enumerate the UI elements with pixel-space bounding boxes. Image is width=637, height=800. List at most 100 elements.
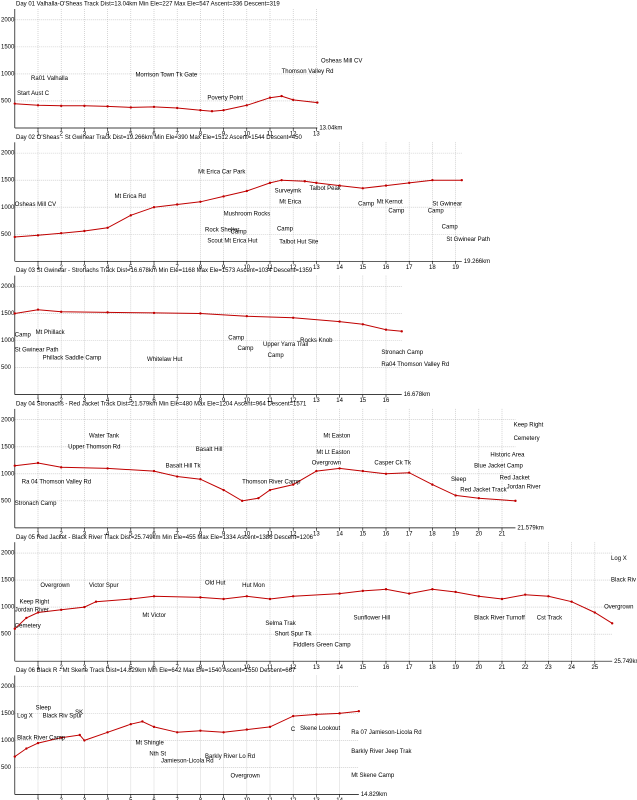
y-tick-label: 500 (1, 765, 12, 771)
waypoint-label: Camp (388, 209, 405, 215)
x-tick-label: 22 (522, 665, 529, 671)
x-tick-label: 10 (243, 665, 250, 671)
x-tick-label: 1 (36, 398, 40, 404)
waypoint-label: Selma Trak (265, 621, 296, 627)
y-tick-label: 1000 (1, 71, 15, 77)
x-tick-label: 10 (243, 398, 250, 404)
waypoint-label: Ra04 Thomson Valley Rd (381, 362, 449, 368)
x-tick-label: 11 (267, 798, 274, 800)
x-tick-label: 2 (60, 265, 64, 271)
y-tick-label: 1500 (1, 178, 15, 184)
elevation-point (199, 200, 202, 203)
elevation-point (13, 627, 16, 630)
x-tick-label: 6 (152, 665, 156, 671)
elevation-point (176, 203, 179, 206)
elevation-point (222, 108, 225, 112)
waypoint-label: Overgrown (604, 605, 633, 611)
elevation-point (477, 496, 480, 500)
x-tick-label: 8 (199, 531, 203, 537)
waypoint-label: Mt Victor (142, 613, 166, 619)
elevation-point (83, 104, 86, 108)
y-tick-label: 2000 (1, 417, 15, 423)
x-tick-label: 11 (267, 665, 274, 671)
waypoint-label: Thomson Valley Rd (282, 69, 334, 75)
waypoint-label: Casper Ck Tk (374, 461, 412, 467)
x-tick-label: 4 (106, 798, 110, 800)
elevation-point (268, 488, 272, 492)
waypoint-label: Talbot Hut Site (279, 239, 319, 245)
waypoint-label: Black River Turnoff (474, 616, 525, 622)
elevation-point (431, 483, 434, 486)
waypoint-label: Camp (358, 202, 375, 208)
waypoint-label: St Gwinear Path (446, 237, 490, 243)
x-tick-label: 5 (129, 398, 133, 404)
elevation-point (245, 104, 248, 107)
chart-title: Day 04 Stronachs - Red Jacket Track Dist… (16, 401, 307, 407)
y-tick-label: 500 (1, 365, 12, 371)
x-tick-label: 4 (106, 531, 110, 537)
elevation-point (454, 590, 457, 594)
waypoint-label: C (291, 727, 296, 733)
elevation-point (13, 102, 16, 105)
waypoint-label: Ra 07 Jamieson-Licola Rd (351, 730, 421, 736)
x-tick-label: 5 (129, 531, 133, 537)
waypoint-label: Mt Phillack (36, 330, 66, 336)
x-tick-label: 23 (545, 665, 552, 671)
elevation-point (199, 108, 202, 112)
x-tick-label: 3 (83, 531, 87, 537)
chart-title: Day 01 Valhalla-O'Sheas Track Dist=13.04… (16, 2, 280, 8)
x-tick-label: 14 (336, 398, 343, 404)
elevation-point (316, 101, 319, 104)
chart-title: Day 05 Red Jacket - Black River Track Di… (16, 535, 314, 541)
elevation-point (338, 320, 341, 323)
x-tick-label: 6 (152, 531, 156, 537)
waypoint-label: Camp (238, 346, 255, 352)
x-tick-label: 14 (336, 798, 343, 800)
waypoint-label: Old Hut (205, 580, 226, 586)
waypoint-label: Mt Erica Rd (115, 194, 146, 200)
elevation-point (524, 593, 527, 596)
waypoint-label: Mt Lt Easton (316, 450, 350, 456)
x-tick-label: 8 (199, 265, 203, 271)
x-tick-label: 9 (222, 798, 226, 800)
elevation-point (384, 184, 388, 187)
elevation-point (199, 478, 202, 481)
waypoint-label: Thomson River Camp (242, 480, 301, 486)
elevation-point (222, 195, 225, 198)
x-tick-label: 13 (313, 531, 320, 537)
y-tick-label: 1500 (1, 711, 15, 717)
elevation-point (199, 729, 202, 732)
waypoint-label: Mushroom Rocks (224, 211, 271, 217)
x-tick-label: 16 (383, 398, 390, 404)
x-tick-label: 10 (243, 798, 250, 800)
elevation-point (454, 494, 457, 497)
waypoint-label: Victor Spur (89, 583, 119, 589)
waypoint-label: Sleep (451, 477, 467, 483)
x-tick-label: 19 (452, 265, 459, 271)
elevation-point (408, 471, 411, 474)
waypoint-label: Upper Yarra Trail (263, 342, 308, 348)
elevation-point (570, 600, 573, 603)
elevation-point (152, 311, 156, 315)
waypoint-label: Cemetery (15, 624, 41, 630)
elevation-point (268, 597, 272, 601)
waypoint-label: Scout Mt Erica Hut (207, 238, 257, 244)
x-tick-label: 10 (243, 531, 250, 537)
y-tick-label: 1000 (1, 738, 15, 744)
y-tick-label: 1500 (1, 444, 15, 450)
x-tick-label: 11 (267, 531, 274, 537)
y-tick-label: 500 (1, 498, 12, 504)
x-tick-label: 15 (359, 398, 366, 404)
waypoint-label: Mt Erica (279, 199, 302, 205)
x-tick-label: 5 (129, 665, 133, 671)
waypoint-label: Short Spur Tk (275, 632, 313, 638)
elevation-point (222, 597, 225, 601)
x-tick-label: 11 (267, 398, 274, 404)
elevation-point (361, 589, 364, 593)
elevation-point (60, 310, 63, 314)
x-tick-label: 15 (359, 265, 366, 271)
elevation-point (152, 469, 156, 473)
elevation-point (240, 499, 244, 503)
waypoint-label: Barkly River Lo Rd (205, 754, 255, 760)
elevation-point (268, 725, 272, 729)
